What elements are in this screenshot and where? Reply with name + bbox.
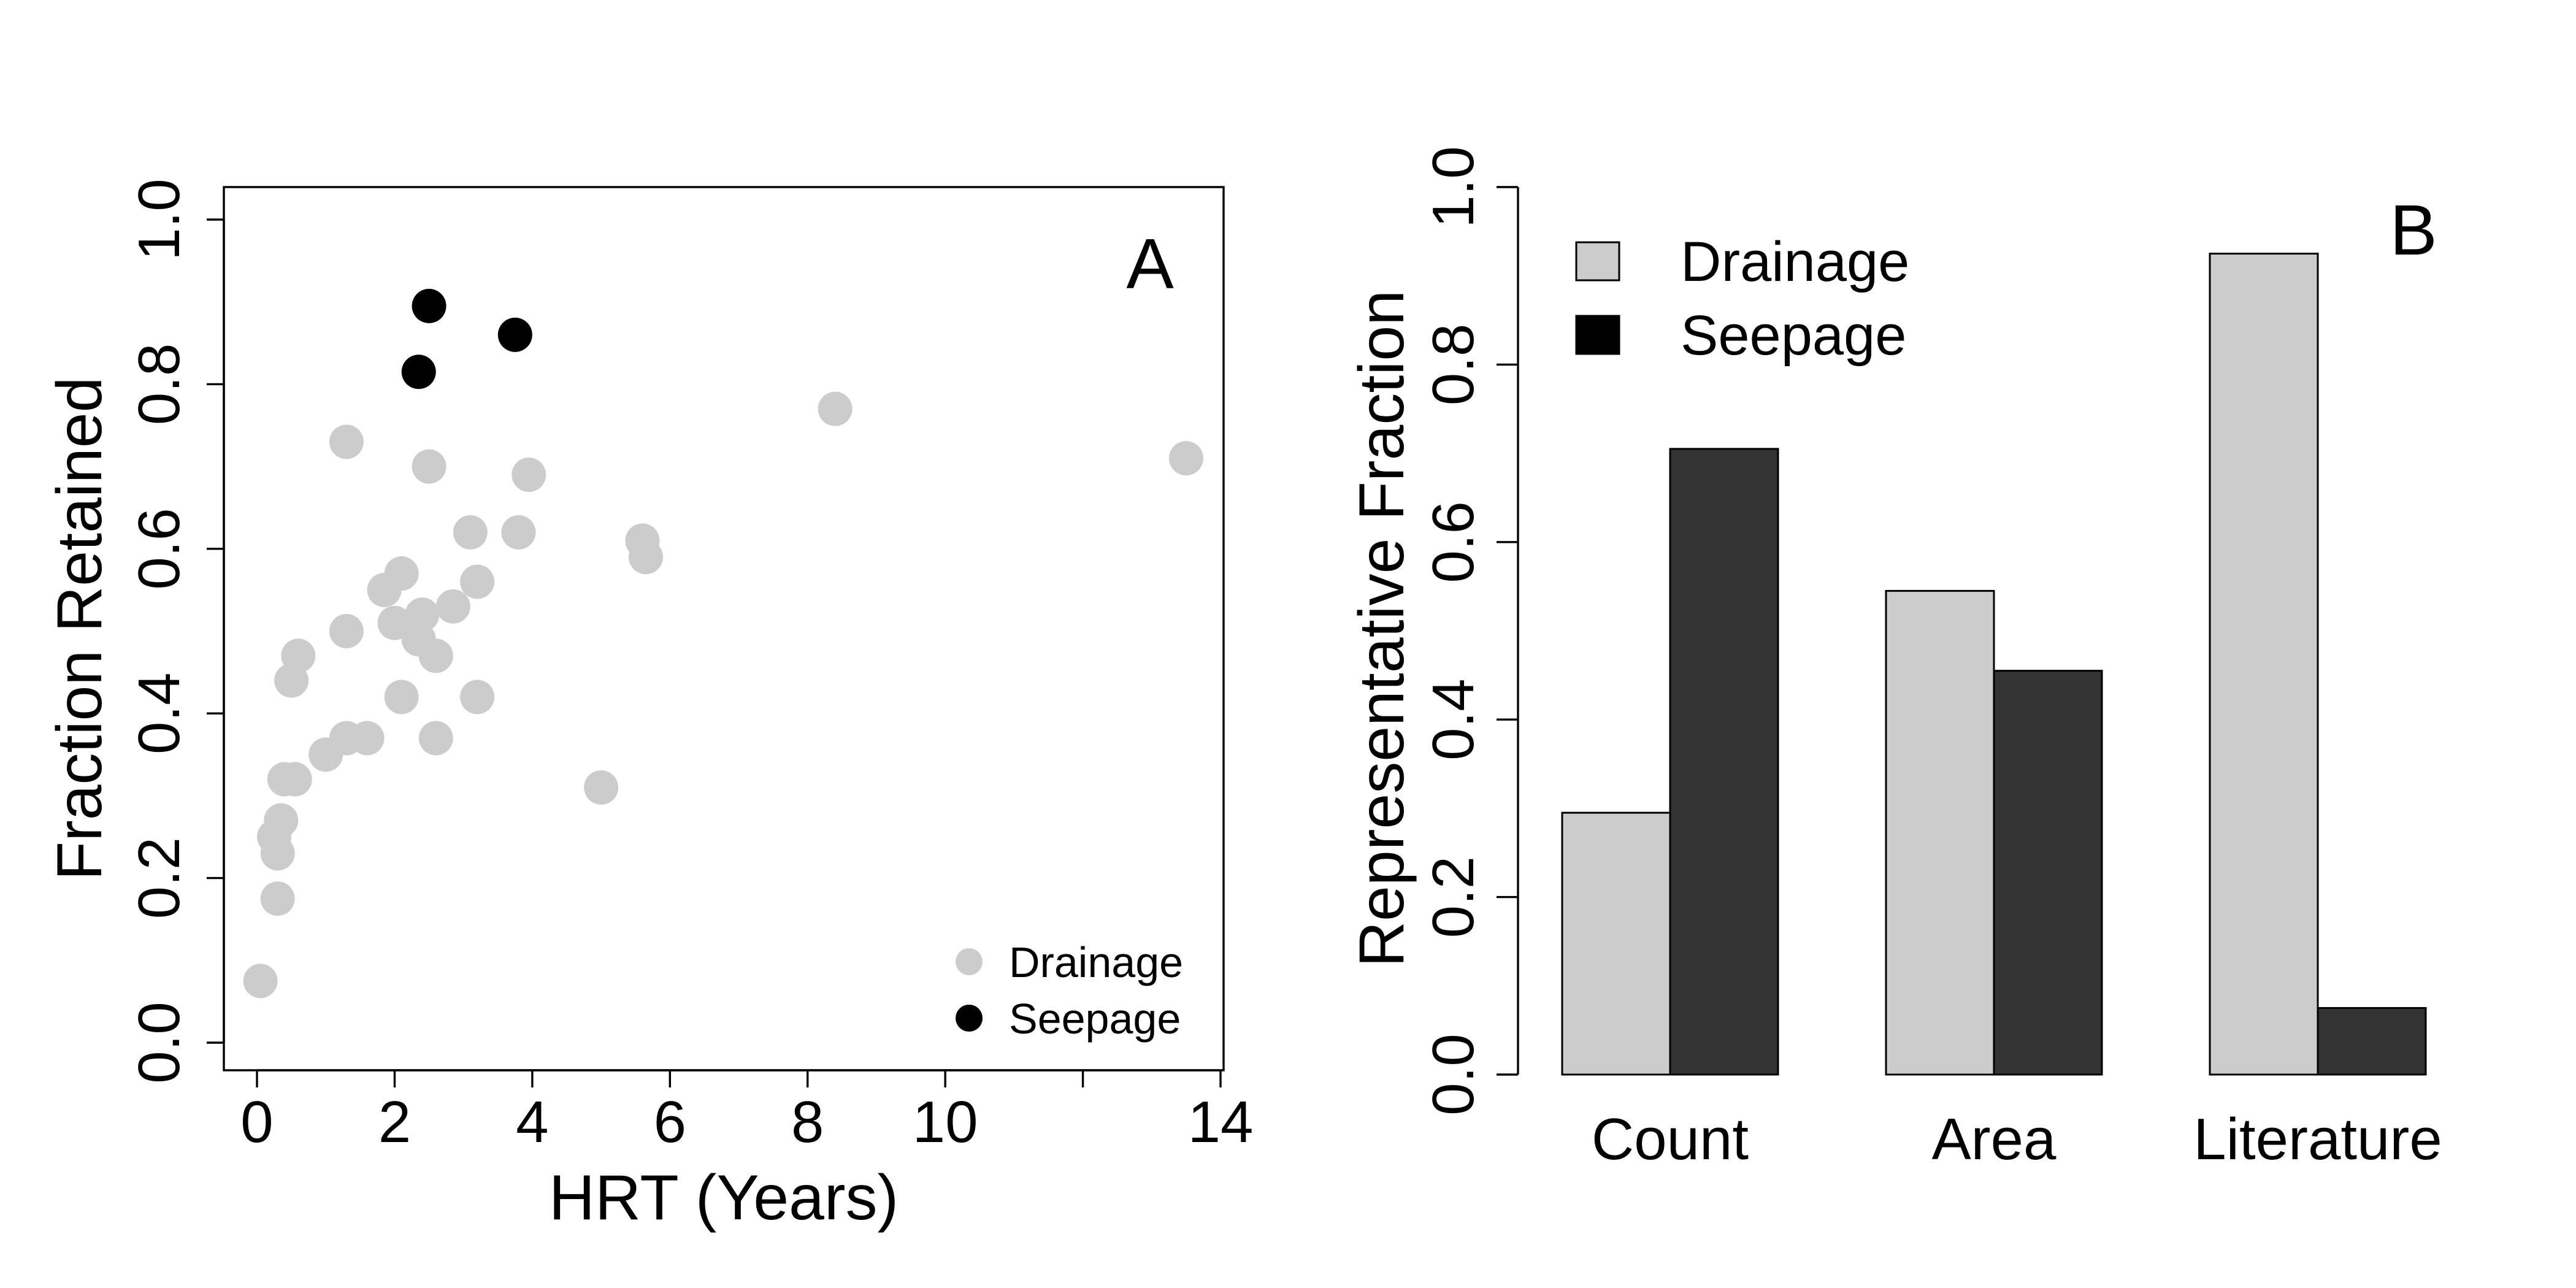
bar-area-drainage bbox=[1885, 589, 1995, 1076]
panel-b-bars bbox=[1561, 253, 2427, 1076]
y-tick-label: 0.8 bbox=[1420, 324, 1486, 405]
category-label: Literature bbox=[2193, 1106, 2442, 1172]
drainage-point bbox=[260, 881, 295, 916]
x-tick-label: 14 bbox=[1188, 1089, 1254, 1155]
drainage-point bbox=[584, 770, 619, 805]
panel-a-scatter: 0 2 4 6 8 10 14 0.0 0.2 0.4 0.6 0.8 1.0 HRT (Years)… bbox=[44, 178, 1253, 1233]
y-tick-label: 0.4 bbox=[126, 672, 192, 754]
panel-a-points bbox=[243, 288, 1203, 999]
legend-seepage-label: Seepage bbox=[1009, 995, 1181, 1043]
x-tick-label: 8 bbox=[791, 1089, 824, 1155]
drainage-point bbox=[629, 540, 664, 575]
panel-b-bar-chart: 0.0 0.2 0.4 0.6 0.8 1.0 Count Area Literature R… bbox=[1346, 146, 2442, 1172]
panel-a-legend: Drainage Seepage bbox=[956, 938, 1183, 1043]
legend-drainage-swatch bbox=[1575, 241, 1620, 282]
y-tick-label: 0.6 bbox=[1420, 501, 1486, 583]
panel-b-y-ticks: 0.0 0.2 0.4 0.6 0.8 1.0 bbox=[1420, 146, 1518, 1116]
panel-a-y-ticks: 0.0 0.2 0.4 0.6 0.8 1.0 bbox=[126, 178, 224, 1084]
drainage-point bbox=[453, 515, 488, 550]
drainage-point bbox=[1168, 441, 1203, 476]
seepage-point bbox=[401, 355, 436, 389]
drainage-point bbox=[281, 638, 316, 673]
legend-seepage-swatch bbox=[1575, 315, 1620, 355]
seepage-point bbox=[497, 317, 532, 352]
bar-area-seepage bbox=[1993, 670, 2103, 1076]
bar-count-drainage bbox=[1561, 811, 1671, 1076]
legend-seepage-marker bbox=[956, 1005, 983, 1032]
drainage-point bbox=[377, 605, 412, 640]
seepage-point bbox=[412, 288, 447, 323]
panel-b-category-labels: Count Area Literature bbox=[1592, 1106, 2442, 1172]
bar-literature-drainage bbox=[2209, 253, 2319, 1076]
drainage-point bbox=[418, 638, 453, 673]
panel-a-plot-frame bbox=[223, 186, 1225, 1071]
drainage-point bbox=[818, 391, 853, 426]
drainage-point bbox=[512, 458, 546, 493]
panel-a-letter: A bbox=[1126, 224, 1174, 304]
y-tick-label: 0.2 bbox=[126, 837, 192, 919]
x-tick-label: 0 bbox=[240, 1089, 273, 1155]
y-tick-label: 1.0 bbox=[126, 178, 192, 260]
x-tick-label: 2 bbox=[378, 1089, 411, 1155]
category-label: Count bbox=[1592, 1106, 1749, 1172]
panel-a-x-ticks: 0 2 4 6 8 10 14 bbox=[240, 1070, 1253, 1155]
panel-b-legend: Drainage Seepage bbox=[1575, 231, 1909, 367]
y-tick-label: 0.0 bbox=[126, 1002, 192, 1083]
panel-b-letter: B bbox=[2390, 190, 2437, 270]
y-tick-label: 1.0 bbox=[1420, 146, 1486, 228]
legend-drainage-marker bbox=[956, 948, 983, 975]
drainage-point bbox=[435, 589, 470, 624]
drainage-point bbox=[277, 762, 312, 797]
legend-drainage-label: Drainage bbox=[1009, 938, 1183, 986]
bar-count-seepage bbox=[1669, 448, 1779, 1076]
drainage-point bbox=[264, 803, 299, 838]
drainage-point bbox=[501, 515, 536, 550]
drainage-point bbox=[350, 721, 385, 756]
drainage-point bbox=[460, 564, 495, 599]
legend-seepage-label: Seepage bbox=[1681, 304, 1906, 367]
legend-drainage-label: Drainage bbox=[1681, 231, 1909, 293]
y-tick-label: 0.8 bbox=[126, 343, 192, 425]
x-tick-label: 6 bbox=[654, 1089, 686, 1155]
x-tick-label: 4 bbox=[516, 1089, 548, 1155]
y-tick-label: 0.0 bbox=[1420, 1033, 1486, 1115]
y-tick-label: 0.4 bbox=[1420, 678, 1486, 760]
x-tick-label: 10 bbox=[913, 1089, 978, 1155]
y-tick-label: 0.2 bbox=[1420, 856, 1486, 938]
drainage-point bbox=[384, 680, 419, 715]
y-tick-label: 0.6 bbox=[126, 508, 192, 589]
category-label: Area bbox=[1932, 1106, 2057, 1172]
drainage-point bbox=[329, 424, 364, 459]
drainage-point bbox=[412, 449, 447, 484]
panel-b-y-axis-title: Representative Fraction bbox=[1346, 290, 1417, 967]
drainage-point bbox=[384, 556, 419, 591]
drainage-point bbox=[329, 614, 364, 648]
panel-a-y-axis-title: Fraction Retained bbox=[44, 377, 115, 881]
drainage-point bbox=[405, 597, 440, 632]
drainage-point bbox=[243, 964, 278, 999]
drainage-point bbox=[418, 721, 453, 756]
bar-literature-seepage bbox=[2317, 1006, 2427, 1076]
drainage-point bbox=[460, 680, 495, 715]
panel-a-x-axis-title: HRT (Years) bbox=[549, 1162, 899, 1233]
